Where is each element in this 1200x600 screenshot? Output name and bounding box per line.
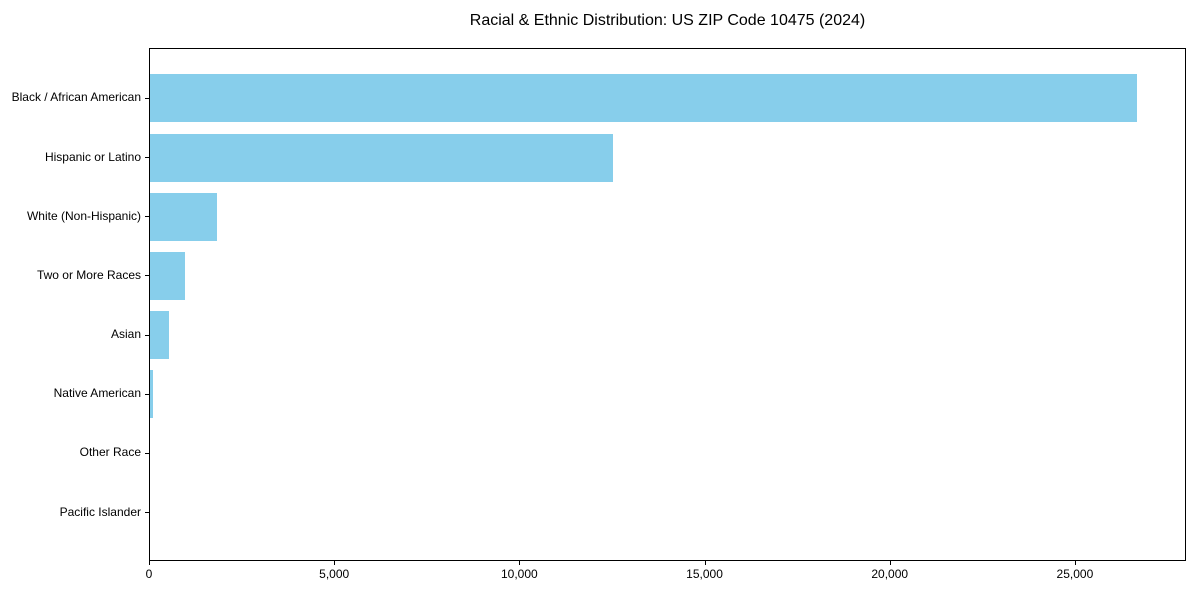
x-axis: 0 5,000 10,000 15,000 20,000 25,000 bbox=[145, 561, 1186, 591]
x-tick bbox=[889, 561, 891, 565]
y-axis-label: Two or More Races bbox=[36, 267, 141, 282]
chart-title: Racial & Ethnic Distribution: US ZIP Cod… bbox=[469, 12, 866, 29]
x-tick bbox=[334, 561, 336, 565]
x-tick-label: 15,000 bbox=[686, 567, 723, 581]
bar bbox=[150, 192, 218, 241]
x-tick-label: 5,000 bbox=[319, 567, 350, 581]
y-axis-label: Hispanic or Latino bbox=[44, 149, 141, 164]
bar bbox=[150, 133, 613, 182]
y-tick bbox=[145, 393, 149, 395]
y-axis-label: Pacific Islander bbox=[59, 504, 141, 519]
y-tick bbox=[145, 334, 149, 336]
y-tick bbox=[145, 157, 149, 159]
x-tick bbox=[1074, 561, 1076, 565]
y-axis-label: White (Non-Hispanic) bbox=[26, 208, 141, 223]
bar bbox=[150, 370, 154, 419]
y-axis: Black / African American Hispanic or Lati… bbox=[0, 48, 141, 561]
y-tick bbox=[145, 452, 149, 454]
y-tick bbox=[145, 97, 149, 99]
y-tick bbox=[145, 275, 149, 277]
x-tick-label: 10,000 bbox=[500, 567, 538, 581]
bar bbox=[150, 251, 186, 300]
x-tick bbox=[519, 561, 521, 565]
y-axis-label: Black / African American bbox=[11, 90, 141, 105]
y-axis-label: Asian bbox=[110, 327, 141, 342]
bar bbox=[150, 311, 169, 360]
y-tick bbox=[145, 512, 149, 514]
x-tick-label: 0 bbox=[145, 567, 153, 581]
x-tick bbox=[704, 561, 706, 565]
y-axis-label: Other Race bbox=[79, 445, 141, 460]
x-tick-label: 25,000 bbox=[1056, 567, 1094, 581]
x-tick bbox=[149, 561, 150, 565]
x-tick-label: 20,000 bbox=[871, 567, 909, 581]
plot-area bbox=[145, 48, 1186, 561]
y-axis-label: Native American bbox=[53, 386, 141, 401]
y-tick bbox=[145, 216, 149, 218]
bar bbox=[150, 74, 1137, 123]
